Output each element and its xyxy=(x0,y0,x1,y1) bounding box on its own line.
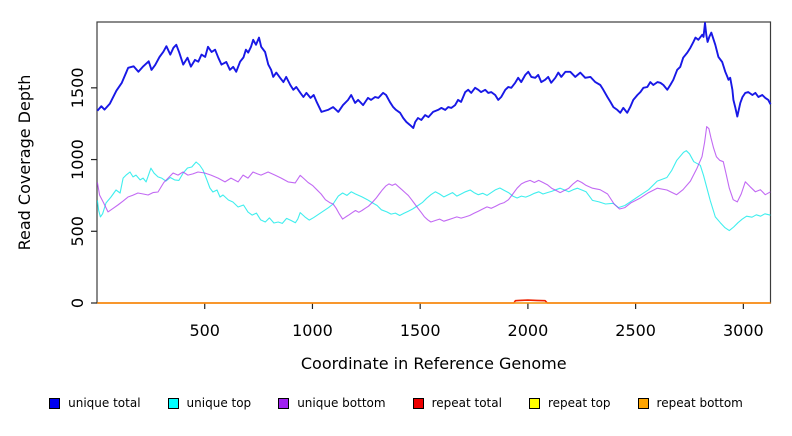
legend-swatch-repeat-bottom-icon xyxy=(637,397,649,409)
x-tick-label: 2000 xyxy=(508,321,549,340)
y-tick-label: 0 xyxy=(68,298,87,308)
plot-box xyxy=(96,21,772,304)
x-tick-label: 1000 xyxy=(292,321,333,340)
y-axis-title: Read Coverage Depth xyxy=(15,75,34,251)
x-tick-label: 2500 xyxy=(615,321,656,340)
unique-top-line xyxy=(96,150,771,232)
legend-item-repeat-top: repeat top xyxy=(528,396,611,410)
legend-label-unique-bottom: unique bottom xyxy=(297,396,386,410)
x-axis-title: Coordinate in Reference Genome xyxy=(301,354,567,373)
legend-item-repeat-bottom: repeat bottom xyxy=(637,396,743,410)
legend-item-unique-total: unique total xyxy=(49,396,141,410)
x-tick-label: 3000 xyxy=(723,321,764,340)
x-tick-label: 500 xyxy=(189,321,220,340)
legend-swatch-repeat-top-icon xyxy=(528,397,540,409)
legend-label-repeat-total: repeat total xyxy=(431,396,502,410)
x-tick-label: 1500 xyxy=(400,321,441,340)
legend-swatch-repeat-total-icon xyxy=(412,397,424,409)
legend-swatch-unique-top-icon xyxy=(167,397,179,409)
unique-total-line xyxy=(96,22,772,129)
y-tick-label: 1000 xyxy=(68,139,87,180)
legend-label-unique-total: unique total xyxy=(68,396,141,410)
legend-label-unique-top: unique top xyxy=(186,396,252,410)
legend-swatch-unique-total-icon xyxy=(49,397,61,409)
y-tick-label: 1500 xyxy=(68,67,87,108)
unique-bottom-line xyxy=(96,126,771,223)
y-tick-label: 500 xyxy=(68,216,87,247)
legend: unique total unique top unique bottom repea… xyxy=(0,396,792,410)
legend-label-repeat-top: repeat top xyxy=(547,396,611,410)
legend-item-repeat-total: repeat total xyxy=(412,396,502,410)
legend-item-unique-top: unique top xyxy=(167,396,252,410)
legend-item-unique-bottom: unique bottom xyxy=(278,396,386,410)
legend-label-repeat-bottom: repeat bottom xyxy=(656,396,743,410)
legend-swatch-unique-bottom-icon xyxy=(278,397,290,409)
